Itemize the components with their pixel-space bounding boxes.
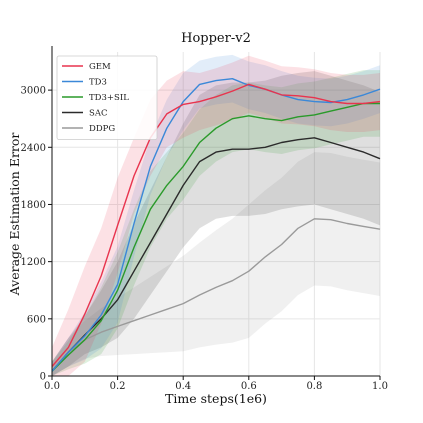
- series-line-sac: [51, 137, 381, 372]
- x-tick-label: 0.0: [44, 381, 60, 392]
- y-tick-label: 0: [40, 372, 46, 383]
- y-tick-label: 600: [27, 314, 46, 325]
- legend-label-sac: SAC: [89, 109, 107, 119]
- y-tick-label: 2400: [21, 143, 46, 154]
- x-axis-label: Time steps(1e6): [165, 391, 267, 406]
- band-sac: [52, 71, 380, 376]
- series-line-td3-sil: [51, 102, 380, 372]
- y-tick-labels: 0 600 1200 1800 2400 3000: [21, 86, 52, 383]
- band-td3: [52, 54, 380, 377]
- legend-label-td3: TD3: [89, 78, 107, 88]
- series-line-td3: [51, 77, 381, 372]
- chart-title: Hopper-v2: [181, 31, 251, 46]
- x-tick-labels: 0.0 0.2 0.4 0.6 0.8 1.0: [44, 376, 388, 392]
- x-tick-label: 0.6: [241, 381, 257, 392]
- legend: GEM TD3 TD3+SIL SAC DDPG: [56, 55, 158, 140]
- y-tick-label: 1200: [21, 257, 46, 268]
- legend-box: [56, 55, 158, 140]
- band-td3-sil: [52, 70, 380, 376]
- series-lines: [51, 77, 381, 372]
- legend-label-td3-sil: TD3+SIL: [89, 93, 129, 103]
- x-tick-label: 1.0: [372, 381, 388, 392]
- y-tick-label: 3000: [21, 86, 46, 97]
- series-line-gem: [51, 83, 381, 367]
- axes: [51, 46, 380, 377]
- x-tick-label: 0.2: [110, 381, 126, 392]
- y-tick-label: 1800: [21, 200, 46, 211]
- x-tick-label: 0.8: [306, 381, 322, 392]
- series-line-ddpg: [51, 218, 381, 372]
- band-gem: [52, 55, 380, 377]
- y-axis-label: Average Estimation Error: [7, 133, 22, 297]
- x-tick-label: 0.4: [175, 381, 191, 392]
- legend-label-ddpg: DDPG: [89, 124, 115, 134]
- legend-label-gem: GEM: [89, 62, 111, 72]
